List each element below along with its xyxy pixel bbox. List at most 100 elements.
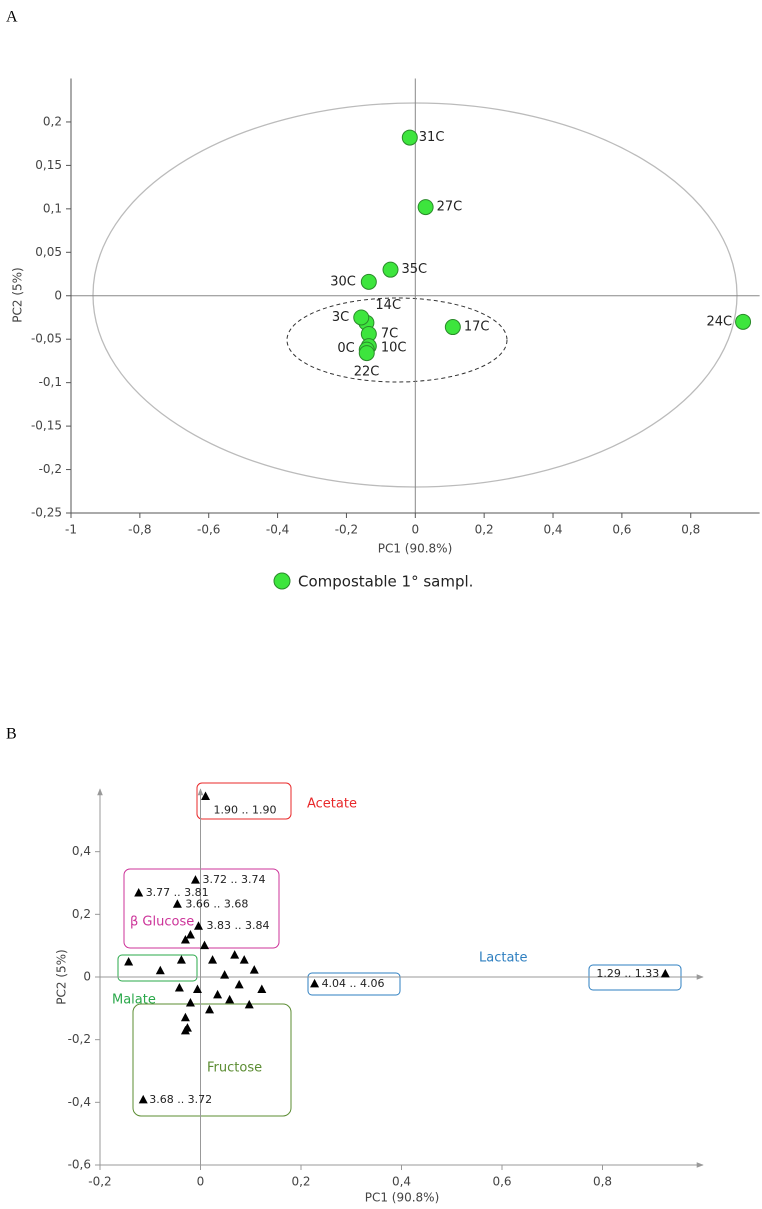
point-label: 1.29 .. 1.33 bbox=[596, 967, 659, 980]
point-label: 3C bbox=[332, 310, 349, 325]
group-box bbox=[307, 972, 401, 996]
y-tick-label: 0,1 bbox=[43, 201, 62, 215]
legend-label: Compostable 1° sampl. bbox=[298, 573, 473, 591]
group-box bbox=[132, 1003, 292, 1117]
point bbox=[310, 978, 320, 988]
point bbox=[185, 930, 195, 939]
y-axis-label: PC2 (5%) bbox=[11, 267, 25, 322]
point bbox=[134, 888, 144, 897]
y-tick-label: -0,2 bbox=[39, 462, 62, 476]
point bbox=[138, 1094, 148, 1104]
annotation: Malate bbox=[112, 993, 156, 1008]
point bbox=[176, 955, 186, 964]
point bbox=[225, 994, 235, 1004]
x-tick-label: 0,6 bbox=[612, 523, 631, 537]
point bbox=[192, 984, 202, 994]
point bbox=[208, 955, 218, 964]
point bbox=[180, 1012, 190, 1022]
point bbox=[417, 199, 434, 216]
point bbox=[172, 899, 182, 908]
x-tick-label: -0,2 bbox=[88, 1175, 111, 1189]
x-tick-label: 0,4 bbox=[392, 1175, 411, 1189]
x-tick-label: 0,2 bbox=[475, 523, 494, 537]
annotation: β Glucose bbox=[130, 915, 194, 930]
point-label: 24C bbox=[706, 314, 732, 329]
x-tick-label: 0 bbox=[197, 1175, 205, 1189]
panel-label: A bbox=[6, 9, 18, 26]
y-tick-label: -0,1 bbox=[39, 375, 62, 389]
point bbox=[353, 309, 370, 326]
point bbox=[444, 319, 461, 336]
y-axis-label: PC2 (5%) bbox=[55, 949, 69, 1004]
x-tick-label: 0 bbox=[411, 523, 419, 537]
point bbox=[124, 956, 134, 966]
x-axis-label: PC1 (90.8%) bbox=[378, 542, 453, 556]
point bbox=[358, 345, 375, 362]
point bbox=[220, 970, 230, 979]
point-label: 3.72 .. 3.74 bbox=[202, 873, 265, 886]
point bbox=[180, 1025, 190, 1035]
y-tick-label: -0,25 bbox=[31, 506, 62, 520]
y-tick-label: 0,2 bbox=[43, 114, 62, 128]
x-tick-label: 0,8 bbox=[593, 1175, 612, 1189]
point bbox=[257, 984, 267, 994]
x-axis-label: PC1 (90.8%) bbox=[365, 1191, 440, 1205]
point bbox=[205, 1004, 215, 1014]
cluster-ellipse bbox=[286, 297, 508, 383]
legend-marker bbox=[273, 572, 291, 590]
point-label: 7C bbox=[381, 326, 398, 341]
point bbox=[401, 129, 418, 146]
point bbox=[660, 968, 670, 978]
y-tick-label: 0,15 bbox=[35, 158, 62, 172]
y-tick-label: 0,2 bbox=[72, 907, 91, 921]
point-label: 1.90 .. 1.90 bbox=[214, 804, 277, 817]
point-label: 0C bbox=[337, 341, 354, 356]
y-tick-label: -0,05 bbox=[31, 332, 62, 346]
point bbox=[244, 999, 254, 1009]
annotation: Lactate bbox=[479, 951, 528, 966]
group-box bbox=[117, 954, 198, 982]
point bbox=[234, 979, 244, 989]
point-label: 30C bbox=[330, 274, 356, 289]
x-tick-label: -0,2 bbox=[335, 523, 358, 537]
x-tick-label: -0,6 bbox=[197, 523, 220, 537]
group-box bbox=[196, 782, 292, 820]
point bbox=[735, 313, 752, 330]
point bbox=[155, 965, 165, 975]
point-label: 3.77 .. 3.81 bbox=[146, 886, 209, 899]
x-tick-label: 0,6 bbox=[492, 1175, 511, 1189]
annotation: Acetate bbox=[307, 797, 357, 812]
point-label: 3.68 .. 3.72 bbox=[149, 1093, 212, 1106]
point-label: 35C bbox=[402, 262, 428, 277]
point bbox=[174, 982, 184, 992]
x-tick-label: 0,8 bbox=[681, 523, 700, 537]
point-label: 10C bbox=[381, 341, 407, 356]
point-label: 3.83 .. 3.84 bbox=[206, 919, 269, 932]
point bbox=[201, 791, 211, 801]
point-label: 31C bbox=[419, 130, 445, 145]
point bbox=[249, 965, 259, 974]
point-label: 4.04 .. 4.06 bbox=[322, 977, 385, 990]
y-tick-label: -0,4 bbox=[68, 1095, 91, 1109]
annotation: Fructose bbox=[207, 1061, 262, 1076]
point bbox=[239, 955, 249, 964]
point bbox=[213, 989, 223, 999]
point bbox=[382, 261, 399, 278]
y-tick-label: 0 bbox=[54, 288, 62, 302]
point-label: 17C bbox=[464, 320, 490, 335]
point bbox=[185, 998, 195, 1007]
y-tick-label: 0,05 bbox=[35, 245, 62, 259]
x-tick-label: -1 bbox=[65, 523, 77, 537]
point-label: 14C bbox=[375, 298, 401, 313]
point bbox=[230, 950, 240, 959]
x-tick-label: -0,4 bbox=[266, 523, 289, 537]
x-tick-label: 0,2 bbox=[291, 1175, 310, 1189]
point bbox=[193, 921, 203, 930]
point bbox=[200, 940, 210, 950]
point-label: 22C bbox=[354, 365, 380, 380]
x-tick-label: -0,8 bbox=[128, 523, 151, 537]
point-label: 27C bbox=[437, 200, 463, 215]
point bbox=[190, 875, 200, 884]
point bbox=[180, 935, 190, 944]
y-tick-label: 0,4 bbox=[72, 844, 91, 858]
